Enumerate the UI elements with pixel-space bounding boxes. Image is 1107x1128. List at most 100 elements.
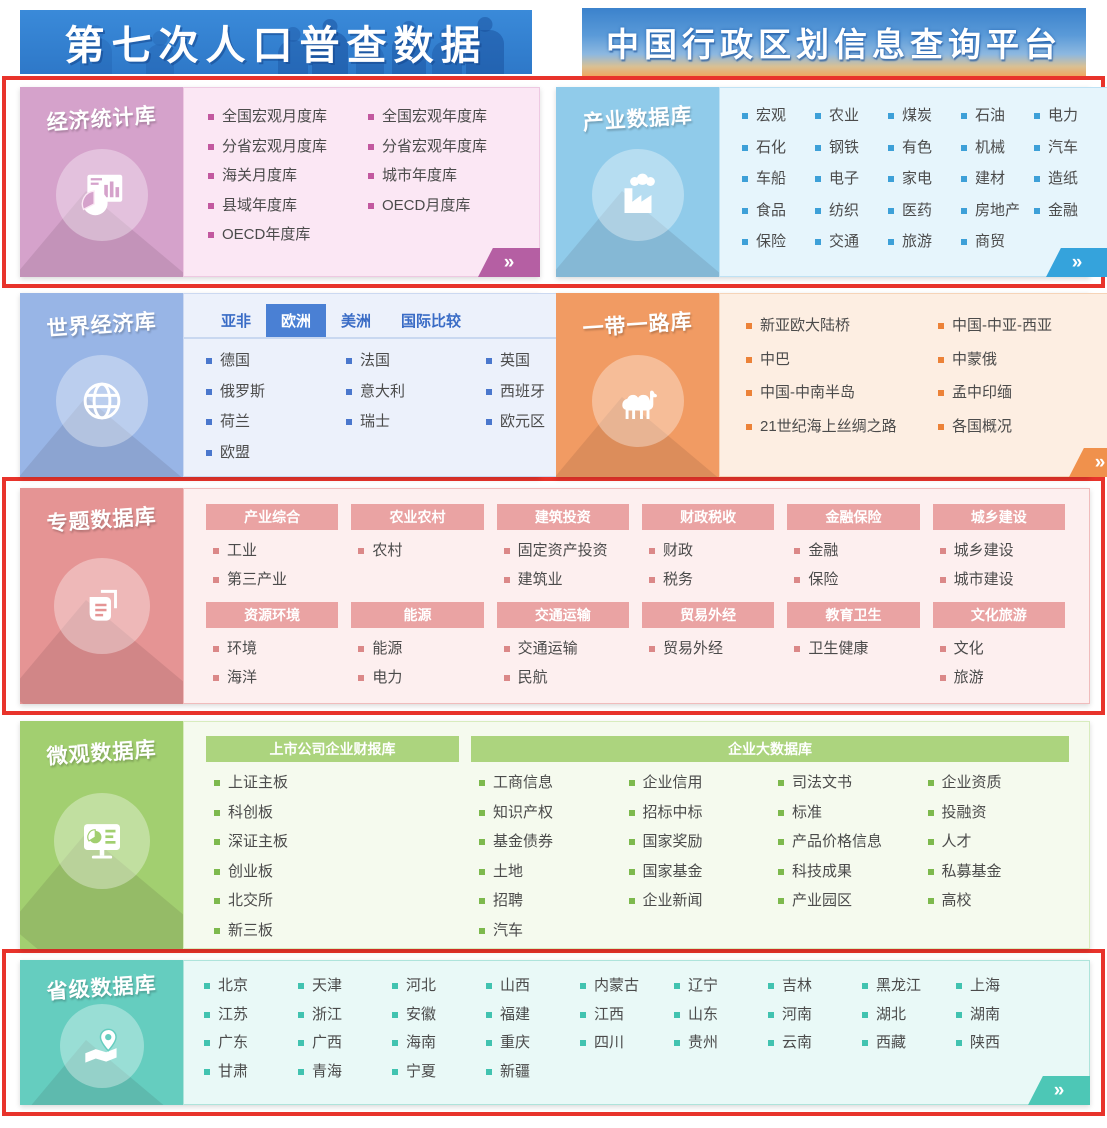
list-item[interactable]: 投融资 (927, 804, 1070, 822)
list-item[interactable]: 城市年度库 (368, 167, 528, 185)
list-item[interactable]: 浙江 (298, 1006, 392, 1024)
more-button[interactable]: » (478, 248, 540, 277)
list-item[interactable]: 创业板 (214, 863, 459, 881)
list-item[interactable]: 司法文书 (778, 774, 920, 792)
list-item[interactable]: 青海 (298, 1063, 392, 1081)
list-item[interactable]: 汽车 (479, 922, 621, 940)
list-item[interactable]: 标准 (778, 804, 920, 822)
list-item[interactable]: 贸易外经 (648, 640, 774, 658)
list-item[interactable]: 四川 (580, 1034, 674, 1052)
topic-category-button[interactable]: 城乡建设 (932, 504, 1065, 530)
list-item[interactable]: 欧盟 (206, 444, 346, 462)
topic-category-button[interactable]: 交通运输 (496, 602, 629, 628)
list-item[interactable]: 房地产 (961, 202, 1034, 220)
list-item[interactable]: 新疆 (486, 1063, 580, 1081)
list-item[interactable]: 云南 (768, 1034, 862, 1052)
list-item[interactable]: 环境 (213, 640, 338, 658)
economic-label-panel[interactable]: 经济统计库 (20, 87, 183, 277)
list-item[interactable]: 河北 (392, 977, 486, 995)
list-item[interactable]: 海洋 (213, 669, 338, 687)
topic-category-button[interactable]: 资源环境 (206, 602, 339, 628)
list-item[interactable]: 钢铁 (815, 139, 888, 157)
list-item[interactable]: 宁夏 (392, 1063, 486, 1081)
list-item[interactable]: 车船 (742, 170, 815, 188)
list-item[interactable]: 全国宏观年度库 (368, 108, 528, 126)
list-item[interactable]: 税务 (648, 571, 774, 589)
list-item[interactable]: 山东 (674, 1006, 768, 1024)
list-item[interactable]: 金融 (794, 542, 919, 560)
list-item[interactable]: 分省宏观年度库 (368, 138, 528, 156)
list-item[interactable]: 新亚欧大陆桥 (746, 317, 938, 335)
list-item[interactable]: 知识产权 (479, 804, 621, 822)
list-item[interactable]: 基金债券 (479, 833, 621, 851)
list-item[interactable]: 商贸 (961, 233, 1034, 251)
industry-label-panel[interactable]: 产业数据库 (556, 87, 719, 277)
list-item[interactable]: 中蒙俄 (938, 351, 1107, 369)
topic-category-button[interactable]: 财政税收 (641, 504, 775, 530)
list-item[interactable]: 卫生健康 (794, 640, 919, 658)
list-item[interactable]: 德国 (206, 352, 346, 370)
more-button[interactable]: » (1069, 448, 1107, 477)
list-item[interactable]: 城乡建设 (939, 542, 1065, 560)
list-item[interactable]: 瑞士 (346, 413, 486, 431)
list-item[interactable]: 海南 (392, 1034, 486, 1052)
list-item[interactable]: 全国宏观月度库 (208, 108, 368, 126)
list-item[interactable]: 欧元区 (486, 413, 626, 431)
tab-americas[interactable]: 美洲 (341, 313, 372, 330)
listed-company-header-button[interactable]: 上市公司企业财报库 (206, 736, 459, 762)
list-item[interactable]: 产业园区 (778, 892, 920, 910)
list-item[interactable]: 英国 (486, 352, 626, 370)
list-item[interactable]: 河南 (768, 1006, 862, 1024)
list-item[interactable]: 人才 (927, 833, 1070, 851)
list-item[interactable]: 深证主板 (214, 833, 459, 851)
list-item[interactable]: 煤炭 (888, 107, 961, 125)
list-item[interactable]: 财政 (648, 542, 774, 560)
list-item[interactable]: OECD月度库 (368, 197, 528, 215)
topic-category-button[interactable]: 贸易外经 (641, 602, 775, 628)
list-item[interactable]: OECD年度库 (208, 226, 368, 244)
topic-category-button[interactable]: 建筑投资 (496, 504, 629, 530)
list-item[interactable]: 电力 (358, 669, 483, 687)
list-item[interactable]: 山西 (486, 977, 580, 995)
tab-international-compare[interactable]: 国际比较 (401, 313, 462, 330)
list-item[interactable]: 造纸 (1034, 170, 1107, 188)
list-item[interactable]: 科技成果 (778, 863, 920, 881)
list-item[interactable]: 陕西 (956, 1034, 1050, 1052)
enterprise-bigdata-header-button[interactable]: 企业大数据库 (471, 736, 1069, 762)
list-item[interactable]: 天津 (298, 977, 392, 995)
list-item[interactable]: 旅游 (888, 233, 961, 251)
topic-category-button[interactable]: 农业农村 (351, 504, 484, 530)
list-item[interactable]: 第三产业 (213, 571, 338, 589)
list-item[interactable]: 农业 (815, 107, 888, 125)
list-item[interactable]: 招聘 (479, 892, 621, 910)
list-item[interactable]: 分省宏观月度库 (208, 138, 368, 156)
list-item[interactable]: 广东 (204, 1034, 298, 1052)
belt-road-label-panel[interactable]: 一带一路库 (556, 293, 719, 477)
list-item[interactable]: 私募基金 (927, 863, 1070, 881)
topic-category-button[interactable]: 文化旅游 (932, 602, 1065, 628)
list-item[interactable]: 海关月度库 (208, 167, 368, 185)
list-item[interactable]: 石化 (742, 139, 815, 157)
list-item[interactable]: 石油 (961, 107, 1034, 125)
list-item[interactable]: 纺织 (815, 202, 888, 220)
list-item[interactable]: 黑龙江 (862, 977, 956, 995)
list-item[interactable]: 固定资产投资 (503, 542, 629, 560)
tab-asia-africa[interactable]: 亚非 (221, 313, 252, 330)
list-item[interactable]: 金融 (1034, 202, 1107, 220)
list-item[interactable]: 重庆 (486, 1034, 580, 1052)
list-item[interactable]: 土地 (479, 863, 621, 881)
list-item[interactable]: 内蒙古 (580, 977, 674, 995)
topic-category-button[interactable]: 金融保险 (787, 504, 920, 530)
list-item[interactable]: 企业新闻 (628, 892, 771, 910)
list-item[interactable]: 能源 (358, 640, 483, 658)
list-item[interactable]: 吉林 (768, 977, 862, 995)
list-item[interactable]: 上证主板 (214, 774, 459, 792)
list-item[interactable]: 科创板 (214, 804, 459, 822)
list-item[interactable]: 县域年度库 (208, 197, 368, 215)
list-item[interactable]: 旅游 (939, 669, 1065, 687)
list-item[interactable]: 北交所 (214, 892, 459, 910)
list-item[interactable]: 文化 (939, 640, 1065, 658)
tab-europe[interactable]: 欧洲 (266, 304, 327, 337)
list-item[interactable]: 孟中印缅 (938, 384, 1107, 402)
list-item[interactable]: 西班牙 (486, 383, 626, 401)
